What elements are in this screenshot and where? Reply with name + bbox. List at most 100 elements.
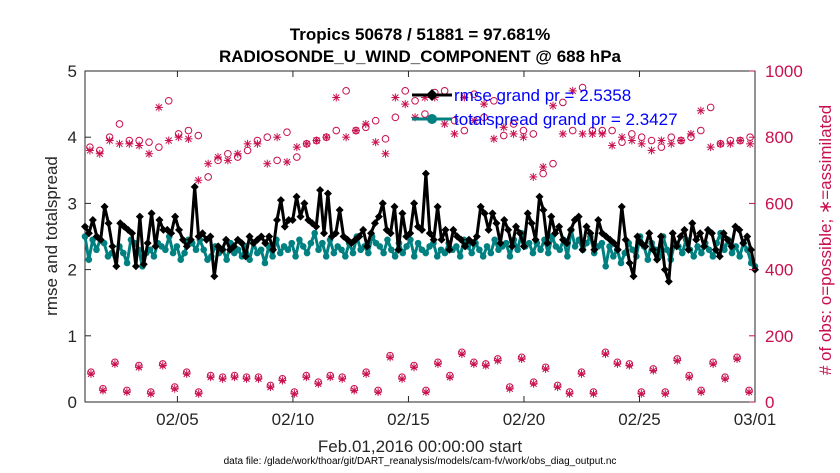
- totalspread-point: [502, 239, 510, 247]
- obs-assimilated-stroke: [566, 390, 573, 398]
- obs-assimilated-stroke: [410, 363, 418, 371]
- obs-assimilated-stroke: [111, 360, 119, 368]
- rmse-point: [406, 229, 415, 238]
- rmse-point: [531, 235, 540, 244]
- rmse-point: [539, 206, 548, 215]
- rmse-point: [320, 229, 329, 238]
- totalspread-point: [529, 249, 537, 257]
- obs-assimilated-stroke: [697, 388, 705, 396]
- obs-possible-marker: [371, 116, 380, 125]
- obs-assimilated-stroke: [470, 360, 478, 368]
- obs-assimilated-marker: [332, 93, 341, 102]
- obs-assimilated-stroke: [243, 375, 250, 383]
- rmse-point: [633, 232, 642, 241]
- obs-assimilated-marker: [282, 158, 291, 167]
- rmse-point: [719, 229, 728, 238]
- obs-assimilated-stroke: [470, 117, 478, 125]
- obs-assimilated-marker: [568, 86, 577, 95]
- obs-assimilated-marker: [243, 139, 252, 148]
- obs-assimilated-stroke: [135, 142, 143, 149]
- obs-possible-marker: [155, 143, 163, 151]
- obs-assimilated-stroke: [263, 160, 271, 168]
- rmse-point: [609, 239, 618, 248]
- obs-assimilated-stroke: [446, 373, 454, 381]
- totalspread-point: [276, 249, 284, 257]
- legend-rmse-label: rmse grand pr = 2.5358: [454, 86, 631, 105]
- rmse-point: [81, 222, 89, 231]
- obs-assimilated-marker: [647, 146, 656, 155]
- obs-assimilated-marker: [421, 388, 430, 397]
- obs-assimilated-stroke: [254, 140, 261, 148]
- obs-assimilated-stroke: [460, 94, 468, 101]
- obs-assimilated-marker: [667, 139, 676, 148]
- obs-assimilated-marker: [386, 353, 395, 362]
- rmse-point: [316, 186, 325, 195]
- obs-assimilated-marker: [292, 143, 301, 152]
- obs-assimilated-marker: [637, 389, 646, 398]
- legend-totalspread-label: totalspread grand pr = 2.3427: [454, 110, 678, 129]
- obs-assimilated-stroke: [589, 130, 596, 138]
- obs-assimilated-marker: [350, 386, 359, 395]
- obs-assimilated-marker: [326, 373, 335, 382]
- obs-assimilated-marker: [736, 136, 745, 145]
- totalspread-point: [598, 239, 606, 247]
- obs-assimilated-marker: [588, 129, 597, 138]
- x-axis-label: Feb.01,2016 00:00:00 start: [318, 437, 522, 456]
- legend-rmse-marker: [426, 89, 438, 101]
- rmse-point: [700, 242, 709, 251]
- obs-assimilated-marker: [673, 356, 682, 365]
- rmse-point: [198, 229, 207, 238]
- obs-assimilated-marker: [374, 388, 383, 397]
- obs-assimilated-stroke: [165, 137, 173, 144]
- rmse-point: [645, 229, 654, 238]
- obs-assimilated-marker: [242, 374, 251, 383]
- obs-assimilated-stroke: [267, 383, 274, 391]
- y-tick-label-left: 0: [68, 393, 77, 412]
- obs-assimilated-marker: [445, 373, 454, 382]
- obs-assimilated-marker: [98, 386, 107, 395]
- totalspread-point: [705, 246, 713, 254]
- obs-assimilated-stroke: [96, 150, 104, 158]
- legend-totalspread-marker: [427, 114, 437, 124]
- totalspread-point: [721, 246, 728, 254]
- obs-assimilated-marker: [223, 156, 232, 165]
- rmse-point: [688, 219, 697, 228]
- obs-assimilated-marker: [733, 354, 742, 363]
- rmse-point: [296, 212, 305, 221]
- totalspread-point: [322, 253, 330, 260]
- obs-assimilated-marker: [273, 133, 282, 142]
- obs-assimilated-marker: [266, 383, 275, 392]
- rmse-point: [359, 225, 368, 234]
- x-tick-label: 03/01: [734, 410, 777, 429]
- obs-assimilated-marker: [230, 373, 239, 382]
- totalspread-point: [441, 249, 449, 257]
- totalspread-point: [342, 253, 349, 260]
- rmse-point: [527, 219, 536, 228]
- rmse-point: [629, 272, 638, 281]
- rmse-point: [300, 199, 309, 208]
- rmse-point: [147, 209, 156, 218]
- obs-possible-marker: [204, 173, 212, 181]
- totalspread-point: [483, 243, 491, 250]
- obs-assimilated-stroke: [234, 150, 242, 158]
- rmse-point: [664, 277, 673, 286]
- obs-assimilated-marker: [302, 373, 311, 382]
- obs-assimilated-marker: [391, 93, 400, 102]
- rmse-point: [241, 252, 250, 261]
- obs-assimilated-stroke: [224, 157, 232, 164]
- totalspread-point: [678, 249, 686, 257]
- rmse-point: [155, 215, 164, 224]
- rmse-point: [641, 242, 650, 251]
- obs-possible-marker: [559, 98, 567, 107]
- obs-assimilated-stroke: [687, 130, 695, 138]
- rmse-point: [449, 225, 458, 234]
- obs-assimilated-marker: [539, 162, 548, 171]
- totalspread-point: [556, 246, 564, 254]
- obs-assimilated-stroke: [578, 370, 585, 378]
- chart-title-line2: RADIOSONDE_U_WIND_COMPONENT @ 688 hPa: [219, 47, 622, 66]
- obs-possible-marker: [568, 126, 577, 135]
- rmse-point: [355, 232, 364, 241]
- obs-assimilated-stroke: [350, 387, 358, 394]
- obs-assimilated-marker: [254, 374, 263, 383]
- obs-assimilated-marker: [460, 93, 469, 102]
